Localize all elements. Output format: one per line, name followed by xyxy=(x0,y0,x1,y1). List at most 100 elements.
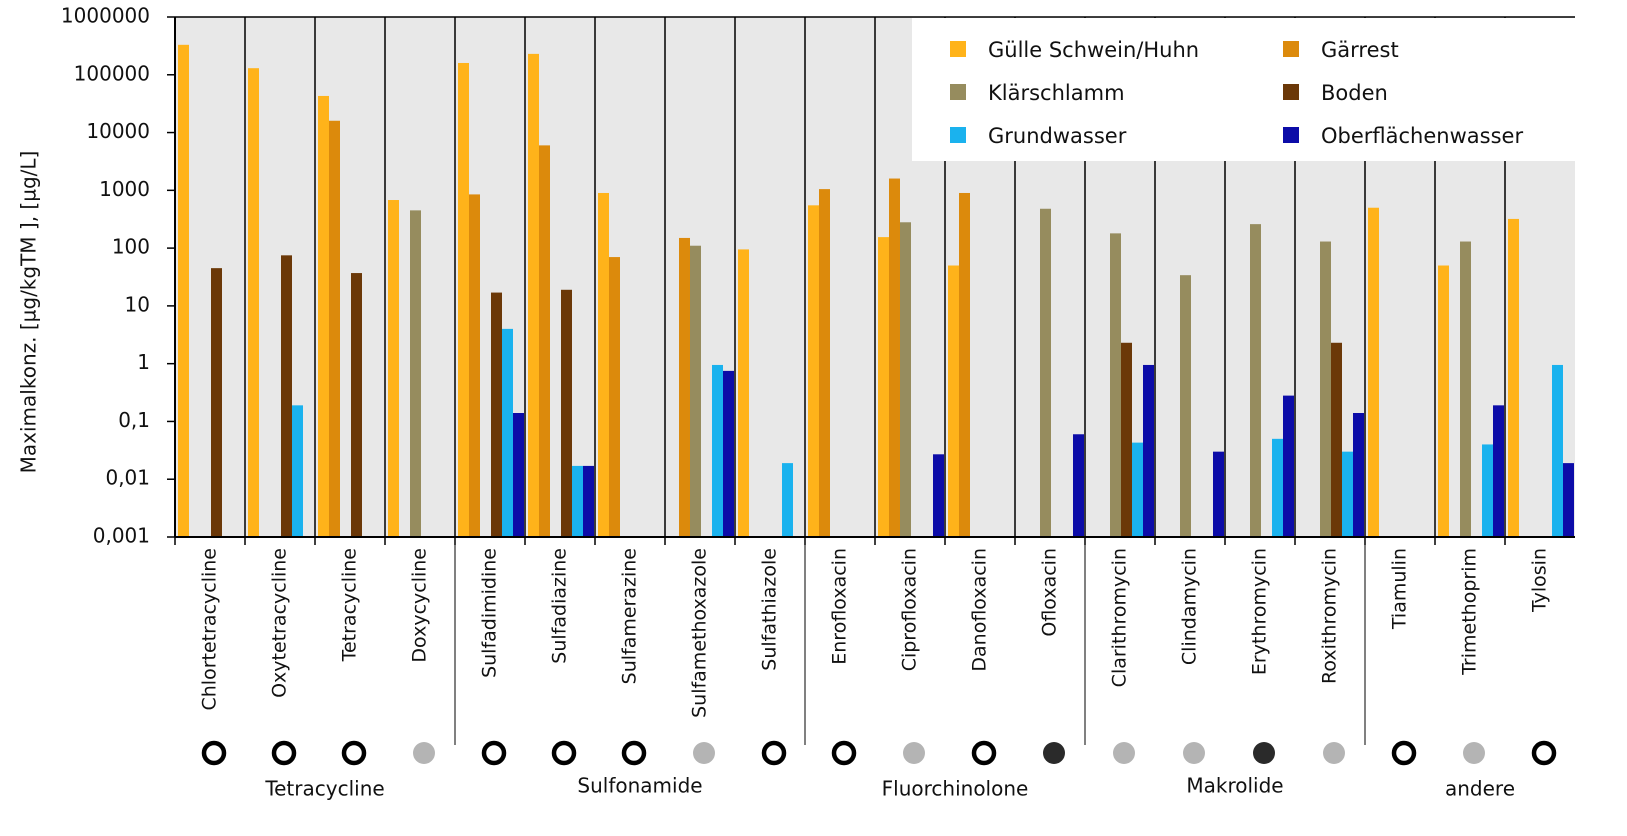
category-marker xyxy=(1043,742,1065,764)
y-tick-label: 0,01 xyxy=(105,466,150,490)
x-tick-label: Tylosin xyxy=(1529,548,1551,613)
x-tick-label: Ofloxacin xyxy=(1039,548,1061,637)
bar xyxy=(900,222,911,537)
x-tick-label: Doxycycline xyxy=(409,548,431,663)
legend-swatch xyxy=(950,84,966,100)
x-tick-label: Oxytetracycline xyxy=(269,548,291,698)
category-marker xyxy=(1463,742,1485,764)
bar xyxy=(1143,364,1154,537)
group-label: Makrolide xyxy=(1186,774,1283,798)
bar xyxy=(329,120,340,537)
bar xyxy=(1331,342,1342,537)
bar xyxy=(281,255,292,538)
bar xyxy=(1493,405,1504,537)
bar xyxy=(808,205,819,537)
category-marker xyxy=(971,740,997,766)
x-tick-label: Trimethoprim xyxy=(1459,548,1481,676)
bar xyxy=(502,328,513,537)
bar xyxy=(1283,395,1294,537)
legend-swatch xyxy=(1283,41,1299,57)
bar xyxy=(1438,265,1449,537)
y-tick-label: 0,001 xyxy=(93,524,150,548)
legend-swatch xyxy=(950,127,966,143)
y-tick-label: 100000 xyxy=(74,61,150,85)
bar xyxy=(1552,364,1563,537)
bar xyxy=(1320,241,1331,537)
category-marker xyxy=(341,740,367,766)
bar xyxy=(690,245,701,537)
bar xyxy=(1040,208,1051,538)
bar xyxy=(292,405,303,537)
category-marker xyxy=(201,740,227,766)
bar xyxy=(351,273,362,537)
category-marker xyxy=(1391,740,1417,766)
category-marker xyxy=(831,740,857,766)
bar xyxy=(598,192,609,537)
bar xyxy=(1508,218,1519,537)
bar xyxy=(469,194,480,537)
bar xyxy=(1110,233,1121,537)
bar xyxy=(513,413,524,537)
category-marker xyxy=(761,740,787,766)
legend-label: Gülle Schwein/Huhn xyxy=(988,38,1199,62)
bar xyxy=(528,53,539,537)
bar xyxy=(948,265,959,537)
bar xyxy=(933,454,944,537)
x-tick-label: Clindamycin xyxy=(1179,548,1201,665)
x-tick-label: Sulfathiazole xyxy=(759,548,781,671)
bar xyxy=(819,189,830,537)
bar xyxy=(1272,438,1283,537)
group-label: Fluorchinolone xyxy=(882,777,1029,801)
legend-swatch xyxy=(1283,127,1299,143)
x-tick-label: Roxithromycin xyxy=(1319,548,1341,684)
bar xyxy=(782,463,793,537)
category-marker xyxy=(413,742,435,764)
bar xyxy=(723,370,734,537)
legend-label: Gärrest xyxy=(1321,38,1399,62)
bar xyxy=(178,44,189,538)
y-tick-label: 1000000 xyxy=(61,4,150,28)
x-tick-label: Clarithromycin xyxy=(1109,548,1131,687)
legend-swatch xyxy=(1283,84,1299,100)
category-marker xyxy=(1531,740,1557,766)
bar xyxy=(583,465,594,537)
category-marker xyxy=(621,740,647,766)
bar xyxy=(1213,451,1224,537)
bar xyxy=(561,289,572,537)
bar xyxy=(572,465,583,537)
category-marker xyxy=(551,740,577,766)
bar xyxy=(738,249,749,537)
bar xyxy=(959,192,970,537)
bar xyxy=(1342,451,1353,537)
bar xyxy=(679,237,690,537)
legend-label: Oberflächenwasser xyxy=(1321,124,1523,148)
x-tick-label: Tiamulin xyxy=(1389,548,1411,630)
bar xyxy=(458,62,469,537)
y-axis-label: Maximalkonz. [µg/kgTM ], [µg/L] xyxy=(17,151,41,474)
y-tick-label: 1 xyxy=(137,350,150,374)
legend-label: Boden xyxy=(1321,81,1388,105)
category-marker xyxy=(903,742,925,764)
category-marker xyxy=(271,740,297,766)
x-tick-label: Sulfamerazine xyxy=(619,548,641,684)
bar xyxy=(1180,275,1191,537)
bar xyxy=(491,292,502,537)
x-tick-label: Sulfadiazine xyxy=(549,548,571,664)
category-marker xyxy=(1253,742,1275,764)
bar xyxy=(248,68,259,537)
category-marker xyxy=(1183,742,1205,764)
bar xyxy=(1563,463,1574,537)
category-marker xyxy=(1113,742,1135,764)
bar xyxy=(211,268,222,537)
x-tick-label: Chlortetracycline xyxy=(199,548,221,711)
group-label: Sulfonamide xyxy=(577,774,702,798)
bar xyxy=(1121,342,1132,537)
bar xyxy=(609,257,620,537)
legend-label: Klärschlamm xyxy=(988,81,1125,105)
bar xyxy=(1353,413,1364,537)
bar xyxy=(318,95,329,538)
group-label: andere xyxy=(1445,777,1515,801)
bar xyxy=(1132,442,1143,537)
group-label: Tetracycline xyxy=(264,777,384,801)
